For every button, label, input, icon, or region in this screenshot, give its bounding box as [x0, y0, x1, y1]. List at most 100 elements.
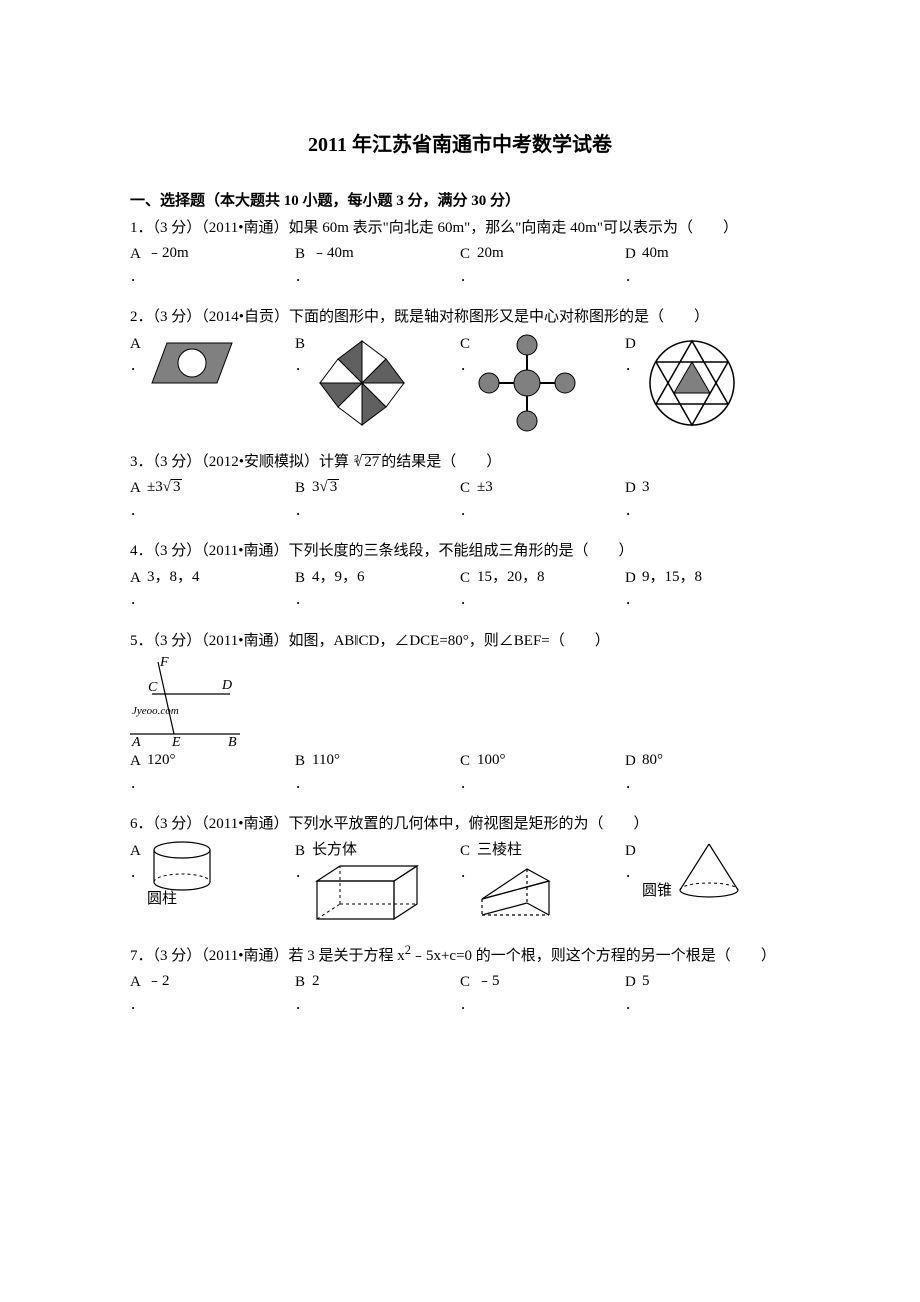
q5-opt-d: D． 80°: [625, 750, 790, 795]
q2-options: A． B．: [130, 333, 790, 433]
q2-stem: 2．（3 分）（2014•自贡）下面的图形中，既是轴对称图形又是中心对称图形的是…: [130, 306, 790, 329]
q7-c-text: ﹣5: [473, 971, 500, 992]
q5-d-text: 80°: [638, 750, 663, 771]
q7-stem-suffix: ）: [761, 948, 776, 964]
q6-options: A． 圆柱 B． 长方体: [130, 840, 790, 923]
q6-stem-suffix: ）: [633, 816, 648, 832]
q7-options: A． ﹣2 B． 2 C． ﹣5 D． 5: [130, 971, 790, 1016]
q4-stem-text: 4．（3 分）（2011•南通）下列长度的三条线段，不能组成三角形的是（: [130, 543, 588, 559]
q2-shape-a: [147, 333, 237, 393]
q4-d-text: 9，15，8: [638, 567, 702, 588]
q3-d-text: 3: [638, 477, 650, 498]
q2-shape-b: [312, 333, 412, 433]
q5-label-e: E: [171, 735, 181, 746]
q5-stem-suffix: ）: [595, 633, 610, 649]
q3-a-sqrt: 3: [171, 479, 183, 495]
q6-stem-text: 6．（3 分）（2011•南通）下列水平放置的几何体中，俯视图是矩形的为（: [130, 816, 603, 832]
q4-opt-c: C． 15，20，8: [460, 567, 625, 612]
q1-stem-suffix: ）: [723, 220, 738, 236]
q5-opt-c: C． 100°: [460, 750, 625, 795]
q1-opt-a: A． ﹣20m: [130, 243, 295, 288]
q6-c-label: 三棱柱: [477, 840, 577, 861]
q6-prism-icon: [477, 861, 577, 923]
q5-b-text: 110°: [308, 750, 340, 771]
q6-stem: 6．（3 分）（2011•南通）下列水平放置的几何体中，俯视图是矩形的为（ ）: [130, 813, 790, 836]
q5-opt-a: A． 120°: [130, 750, 295, 795]
q5-label-a: A: [131, 735, 141, 746]
question-2: 2．（3 分）（2014•自贡）下面的图形中，既是轴对称图形又是中心对称图形的是…: [130, 306, 790, 433]
q5-watermark: Jyeoo.com: [132, 705, 179, 717]
q2-shape-c: [477, 333, 577, 433]
q5-opt-b: B． 110°: [295, 750, 460, 795]
q6-opt-d: D． 圆锥: [625, 840, 790, 923]
q7-opt-c: C． ﹣5: [460, 971, 625, 1016]
q3-root-index: 3: [354, 454, 359, 465]
question-3: 3．（3 分）（2012•安顺模拟）计算3√27的结果是（ ） A． ±3√3 …: [130, 451, 790, 523]
q3-opt-a: A． ±3√3: [130, 477, 295, 522]
q1-opt-b: B． ﹣40m: [295, 243, 460, 288]
q1-options: A． ﹣20m B． ﹣40m C． 20m D． 40m: [130, 243, 790, 288]
section-title: 一、选择题（本大题共 10 小题，每小题 3 分，满分 30 分）: [130, 190, 790, 213]
q5-stem-text: 5．（3 分）（2011•南通）如图，AB‖CD，∠DCE=80°，则∠BEF=…: [130, 633, 565, 649]
q4-opt-b: B． 4，9，6: [295, 567, 460, 612]
q3-a-prefix: ±3: [147, 479, 163, 495]
q2-opt-d: D．: [625, 333, 790, 433]
q4-stem: 4．（3 分）（2011•南通）下列长度的三条线段，不能组成三角形的是（ ）: [130, 540, 790, 563]
q1-opt-c: C． 20m: [460, 243, 625, 288]
q2-opt-a: A．: [130, 333, 295, 433]
question-5: 5．（3 分）（2011•南通）如图，AB‖CD，∠DCE=80°，则∠BEF=…: [130, 630, 790, 796]
q3-opt-c: C． ±3: [460, 477, 625, 522]
q6-b-label: 长方体: [312, 840, 422, 861]
q1-opt-d: D． 40m: [625, 243, 790, 288]
q4-options: A． 3，8，4 B． 4，9，6 C． 15，20，8 D． 9，15，8: [130, 567, 790, 612]
q2-opt-c: C．: [460, 333, 625, 433]
q1-stem: 1．（3 分）（2011•南通）如果 60m 表示"向北走 60m"，那么"向南…: [130, 217, 790, 240]
question-4: 4．（3 分）（2011•南通）下列长度的三条线段，不能组成三角形的是（ ） A…: [130, 540, 790, 612]
q7-b-text: 2: [308, 971, 320, 992]
q3-stem-mid: 的结果是（: [381, 454, 456, 470]
q1-d-text: 40m: [638, 243, 669, 264]
q6-d-label: 圆锥: [642, 881, 672, 902]
q4-opt-d: D． 9，15，8: [625, 567, 790, 612]
question-1: 1．（3 分）（2011•南通）如果 60m 表示"向北走 60m"，那么"向南…: [130, 217, 790, 289]
q4-a-text: 3，8，4: [143, 567, 200, 588]
q2-stem-text: 2．（3 分）（2014•自贡）下面的图形中，既是轴对称图形又是中心对称图形的是…: [130, 309, 664, 325]
question-6: 6．（3 分）（2011•南通）下列水平放置的几何体中，俯视图是矩形的为（ ） …: [130, 813, 790, 923]
q7-opt-d: D． 5: [625, 971, 790, 1016]
q5-label-c: C: [148, 680, 158, 695]
q3-root-arg: 27: [362, 454, 381, 470]
q6-opt-a: A． 圆柱: [130, 840, 295, 923]
q2-opt-b: B．: [295, 333, 460, 433]
q5-label-f: F: [159, 656, 169, 670]
q3-c-text: ±3: [473, 477, 493, 498]
q3-b-prefix: 3: [312, 479, 320, 495]
q4-stem-suffix: ）: [618, 543, 633, 559]
q5-options: A． 120° B． 110° C． 100° D． 80°: [130, 750, 790, 795]
q7-stem: 7．（3 分）（2011•南通）若 3 是关于方程 x2﹣5x+c=0 的一个根…: [130, 941, 790, 968]
q4-opt-a: A． 3，8，4: [130, 567, 295, 612]
q3-opt-d: D． 3: [625, 477, 790, 522]
q7-stem-mid: ﹣5x+c=0 的一个根，则这个方程的另一个根是（: [411, 948, 731, 964]
q3-options: A． ±3√3 B． 3√3 C． ±3 D． 3: [130, 477, 790, 522]
question-7: 7．（3 分）（2011•南通）若 3 是关于方程 x 2 ﹣5x+c=0 的一个根…: [130, 941, 790, 1017]
q3-opt-b: B． 3√3: [295, 477, 460, 522]
q7-a-text: ﹣2: [143, 971, 170, 992]
q5-stem: 5．（3 分）（2011•南通）如图，AB‖CD，∠DCE=80°，则∠BEF=…: [130, 630, 790, 653]
q6-opt-c: C． 三棱柱: [460, 840, 625, 923]
q7-opt-a: A． ﹣2: [130, 971, 295, 1016]
q7-opt-b: B． 2: [295, 971, 460, 1016]
q5-figure: F C D Jyeoo.com A E B: [130, 656, 790, 746]
q7-stem-prefix: 7．（3 分）（2011•南通）若 3 是关于方程 x: [130, 948, 405, 964]
page-title: 2011 年江苏省南通市中考数学试卷: [130, 130, 790, 160]
q2-shape-d: [642, 333, 742, 433]
q4-b-text: 4，9，6: [308, 567, 365, 588]
q1-c-text: 20m: [473, 243, 504, 264]
q2-stem-suffix: ）: [694, 309, 709, 325]
q6-cone-icon: [672, 840, 747, 902]
q6-cylinder-icon: [147, 840, 217, 895]
q6-cuboid-icon: [312, 861, 422, 923]
q1-a-text: ﹣20m: [143, 243, 189, 264]
q6-opt-b: B． 长方体: [295, 840, 460, 923]
q5-c-text: 100°: [473, 750, 506, 771]
q5-a-text: 120°: [143, 750, 176, 771]
